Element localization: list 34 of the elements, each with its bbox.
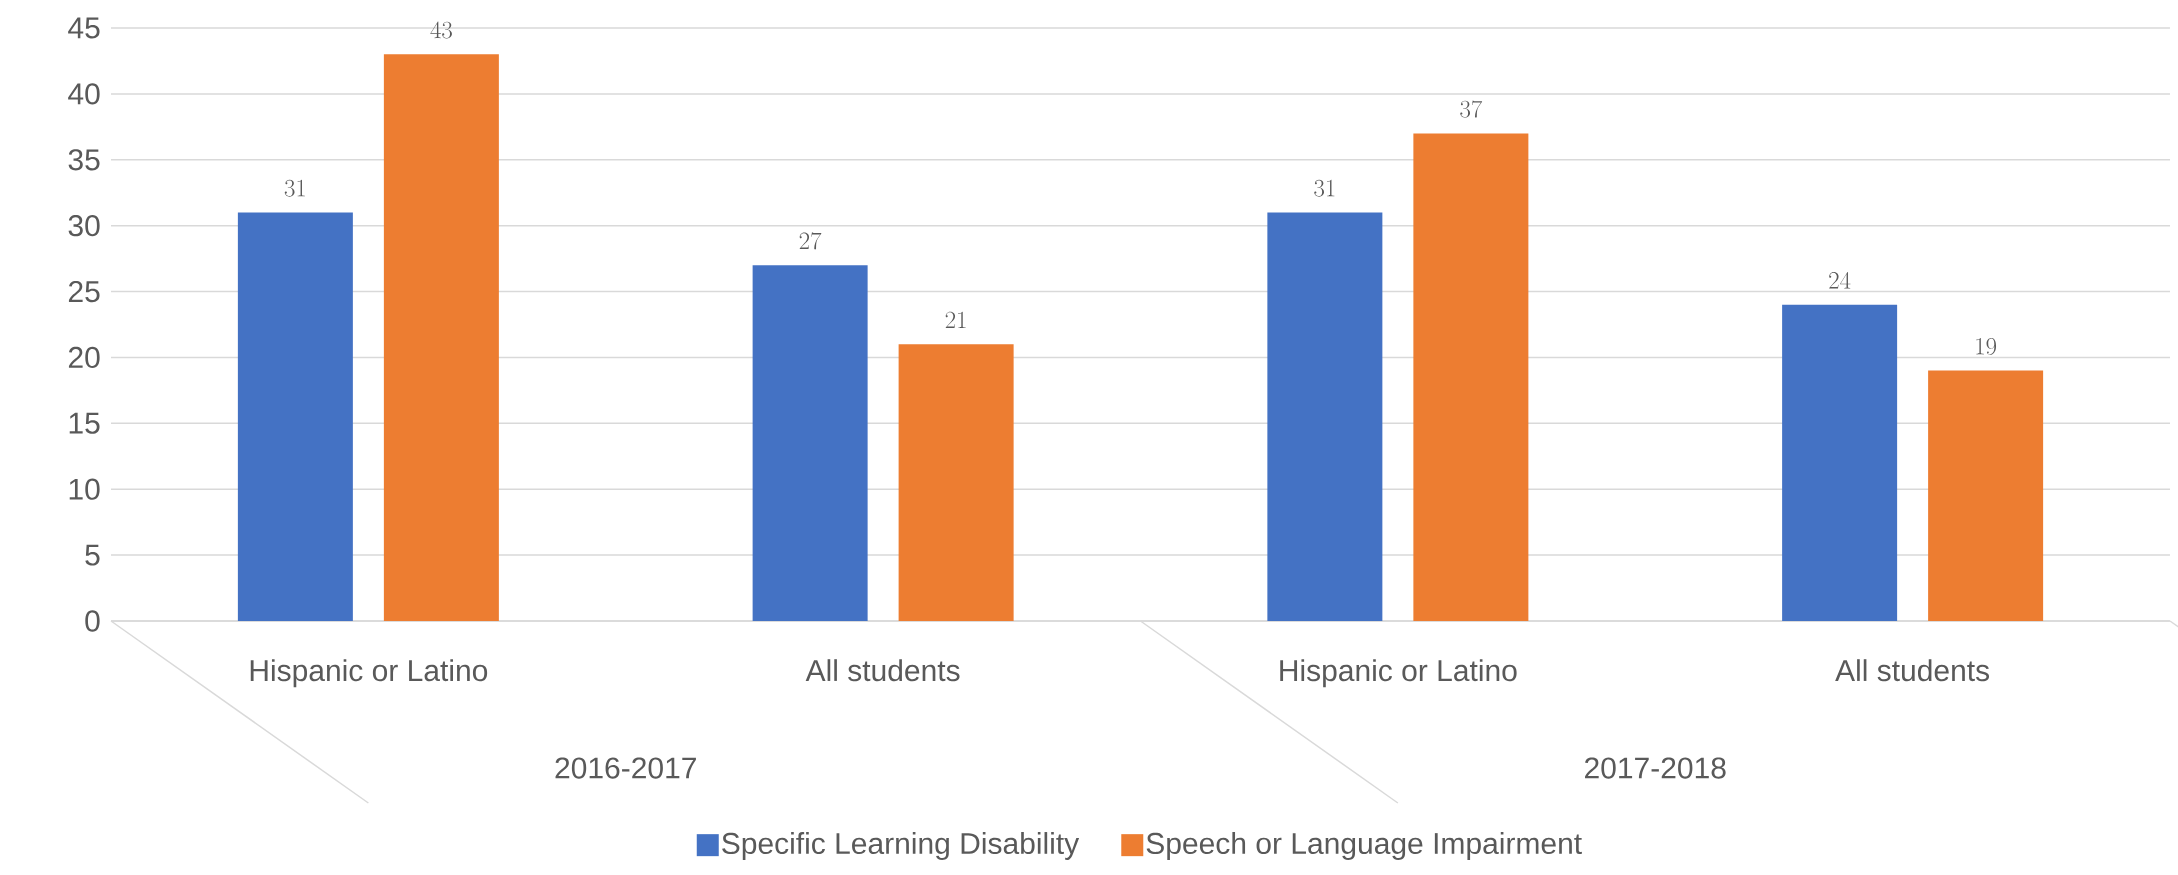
data-label: 27 (799, 232, 822, 250)
x-tick-label: All students (1835, 659, 1990, 682)
y-tick-label: 15 (69, 412, 100, 434)
bar (1267, 212, 1383, 621)
data-label: 31 (284, 179, 305, 197)
legend-label: Specific Learning Disability (722, 832, 1080, 860)
x-tick-label: All students (805, 659, 960, 682)
data-label: 19 (1976, 337, 1997, 355)
bar (1413, 133, 1529, 621)
y-tick-label: 5 (85, 544, 100, 566)
bar (237, 212, 353, 621)
data-label: 21 (945, 311, 966, 329)
bar (898, 344, 1014, 621)
data-label: 43 (430, 21, 452, 39)
x-tick-label: Hispanic or Latino (250, 659, 488, 688)
y-tick-label: 10 (69, 478, 100, 500)
text: 2016-2017 (555, 757, 696, 779)
y-tick-label: 20 (68, 346, 100, 369)
y-tick-label: 0 (85, 610, 100, 632)
y-tick-label: 45 (68, 17, 100, 39)
y-tick-label: 40 (68, 83, 100, 105)
x-tick-label: Hispanic or Latino (1280, 659, 1517, 688)
text: 2017-2018 (1585, 757, 1726, 779)
y-tick-label: 35 (68, 149, 100, 171)
y-tick-label: 25 (68, 280, 100, 303)
data-label: 31 (1314, 179, 1335, 197)
data-label: 24 (1829, 271, 1851, 289)
bar (383, 54, 499, 621)
bar (1782, 304, 1898, 621)
y-tick-label: 30 (68, 215, 100, 237)
bar (1928, 370, 2044, 621)
legend-label: Speech or Language Impairment (1146, 832, 1582, 860)
data-label: 37 (1460, 100, 1483, 118)
bar (752, 265, 868, 621)
